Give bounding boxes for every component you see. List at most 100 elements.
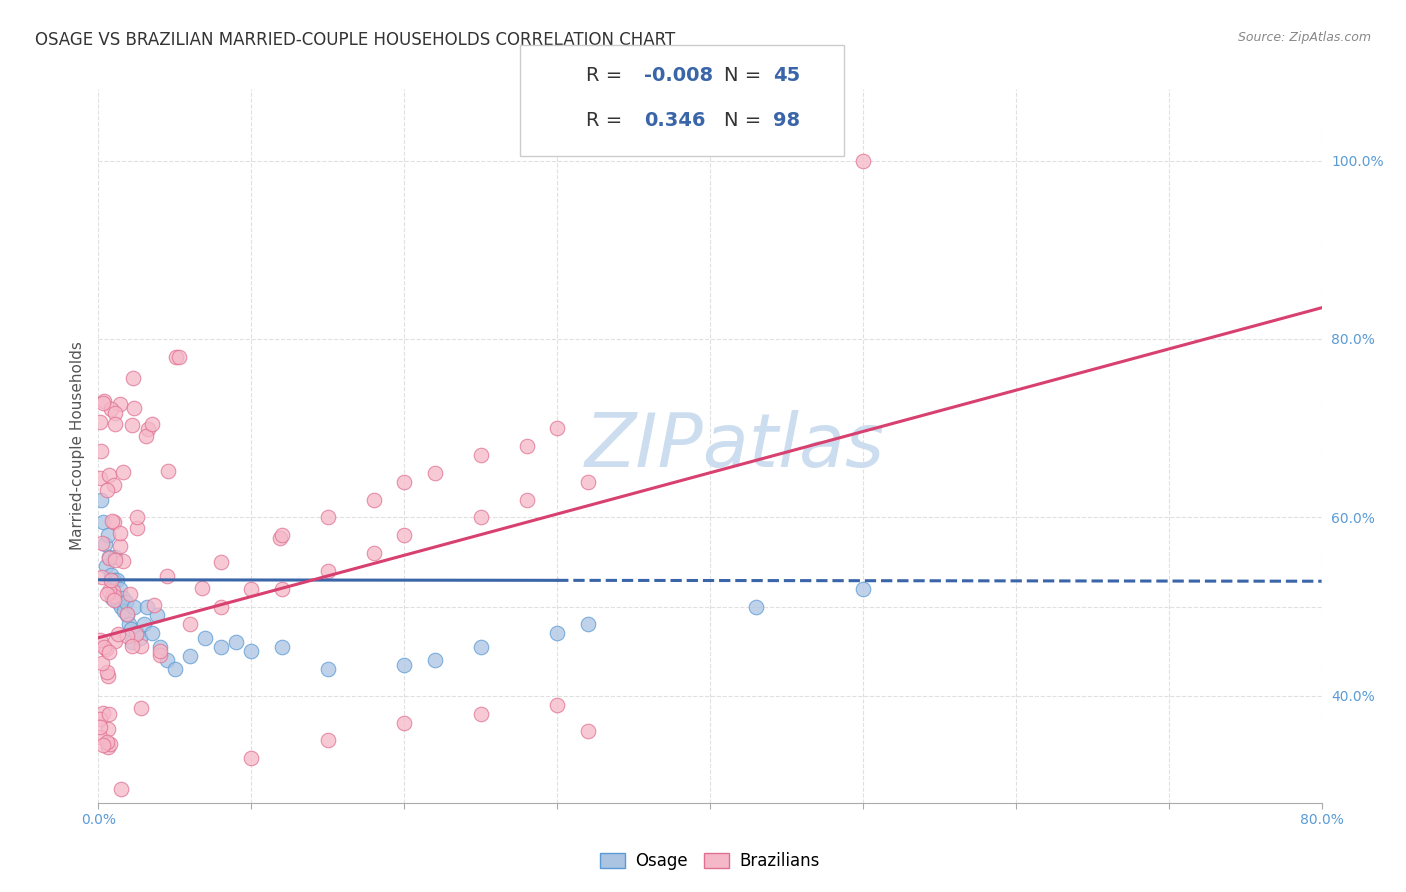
Point <box>134 617 156 632</box>
Point <box>110 782 132 797</box>
Point <box>111 554 134 568</box>
Point <box>104 553 127 567</box>
Point <box>423 466 446 480</box>
Text: OSAGE VS BRAZILIAN MARRIED-COUPLE HOUSEHOLDS CORRELATION CHART: OSAGE VS BRAZILIAN MARRIED-COUPLE HOUSEH… <box>35 31 675 49</box>
Point <box>100 401 122 416</box>
Point <box>115 607 138 621</box>
Point <box>149 644 172 658</box>
Point <box>470 510 492 524</box>
Text: R =: R = <box>586 111 623 130</box>
Point <box>111 465 134 479</box>
Point <box>96 665 118 679</box>
Point <box>91 706 114 721</box>
Point <box>104 550 127 565</box>
Point <box>129 700 152 714</box>
Point <box>103 589 125 603</box>
Point <box>108 582 131 596</box>
Point <box>120 622 142 636</box>
Point <box>125 521 148 535</box>
Text: R =: R = <box>586 66 623 86</box>
Point <box>91 536 114 550</box>
Point <box>89 633 111 648</box>
Point <box>149 640 172 654</box>
Point <box>576 475 599 489</box>
Point <box>135 429 157 443</box>
Point <box>103 573 125 587</box>
Point <box>156 568 179 582</box>
Point <box>141 626 163 640</box>
Point <box>149 648 172 662</box>
Point <box>90 492 112 507</box>
Point <box>516 492 538 507</box>
Text: Source: ZipAtlas.com: Source: ZipAtlas.com <box>1237 31 1371 45</box>
Point <box>100 573 122 587</box>
Point <box>93 537 115 551</box>
Point <box>145 608 167 623</box>
Point <box>125 627 148 641</box>
Point <box>89 730 111 744</box>
Point <box>852 153 875 168</box>
Point <box>209 599 232 614</box>
Text: 0.346: 0.346 <box>644 111 706 130</box>
Point <box>101 583 124 598</box>
Point <box>270 528 292 542</box>
Text: 98: 98 <box>773 111 800 130</box>
Point <box>108 525 131 540</box>
Point <box>316 733 339 747</box>
Point <box>89 471 111 485</box>
Point <box>179 617 201 632</box>
Point <box>90 656 112 670</box>
Point <box>89 712 111 726</box>
Point <box>121 635 143 649</box>
Text: 45: 45 <box>773 66 800 86</box>
Point <box>107 595 129 609</box>
Point <box>270 640 292 654</box>
Point <box>112 604 135 618</box>
Point <box>89 720 111 734</box>
Text: N =: N = <box>724 111 761 130</box>
Point <box>115 629 138 643</box>
Point <box>576 724 599 739</box>
Point <box>97 739 120 754</box>
Point <box>852 582 875 596</box>
Point <box>111 591 134 605</box>
Point <box>91 570 114 584</box>
Point <box>136 599 159 614</box>
Point <box>143 599 166 613</box>
Point <box>169 350 191 364</box>
Point <box>101 514 124 528</box>
Point <box>125 509 148 524</box>
Point <box>100 568 122 582</box>
Point <box>240 644 263 658</box>
Point <box>97 669 120 683</box>
Point <box>156 464 179 478</box>
Point <box>576 617 599 632</box>
Point <box>209 640 232 654</box>
Bar <box>541 59 576 96</box>
Point <box>423 653 446 667</box>
Point <box>316 564 339 578</box>
Point <box>121 640 143 654</box>
Point <box>392 528 416 542</box>
Point <box>165 350 187 364</box>
Point <box>96 587 118 601</box>
Point <box>194 631 217 645</box>
Point <box>269 532 291 546</box>
Point <box>141 417 163 432</box>
Point <box>316 510 339 524</box>
Point <box>103 593 125 607</box>
Point <box>546 421 568 435</box>
Point <box>96 483 118 497</box>
Point <box>89 415 111 429</box>
Point <box>470 640 492 654</box>
Point <box>191 582 214 596</box>
Point <box>121 418 143 433</box>
Point <box>363 546 385 560</box>
Point <box>108 539 131 553</box>
Point <box>470 448 492 462</box>
Point <box>129 639 152 653</box>
Point <box>91 738 114 752</box>
Point <box>96 723 118 737</box>
Point <box>93 640 115 654</box>
Point <box>104 634 127 648</box>
